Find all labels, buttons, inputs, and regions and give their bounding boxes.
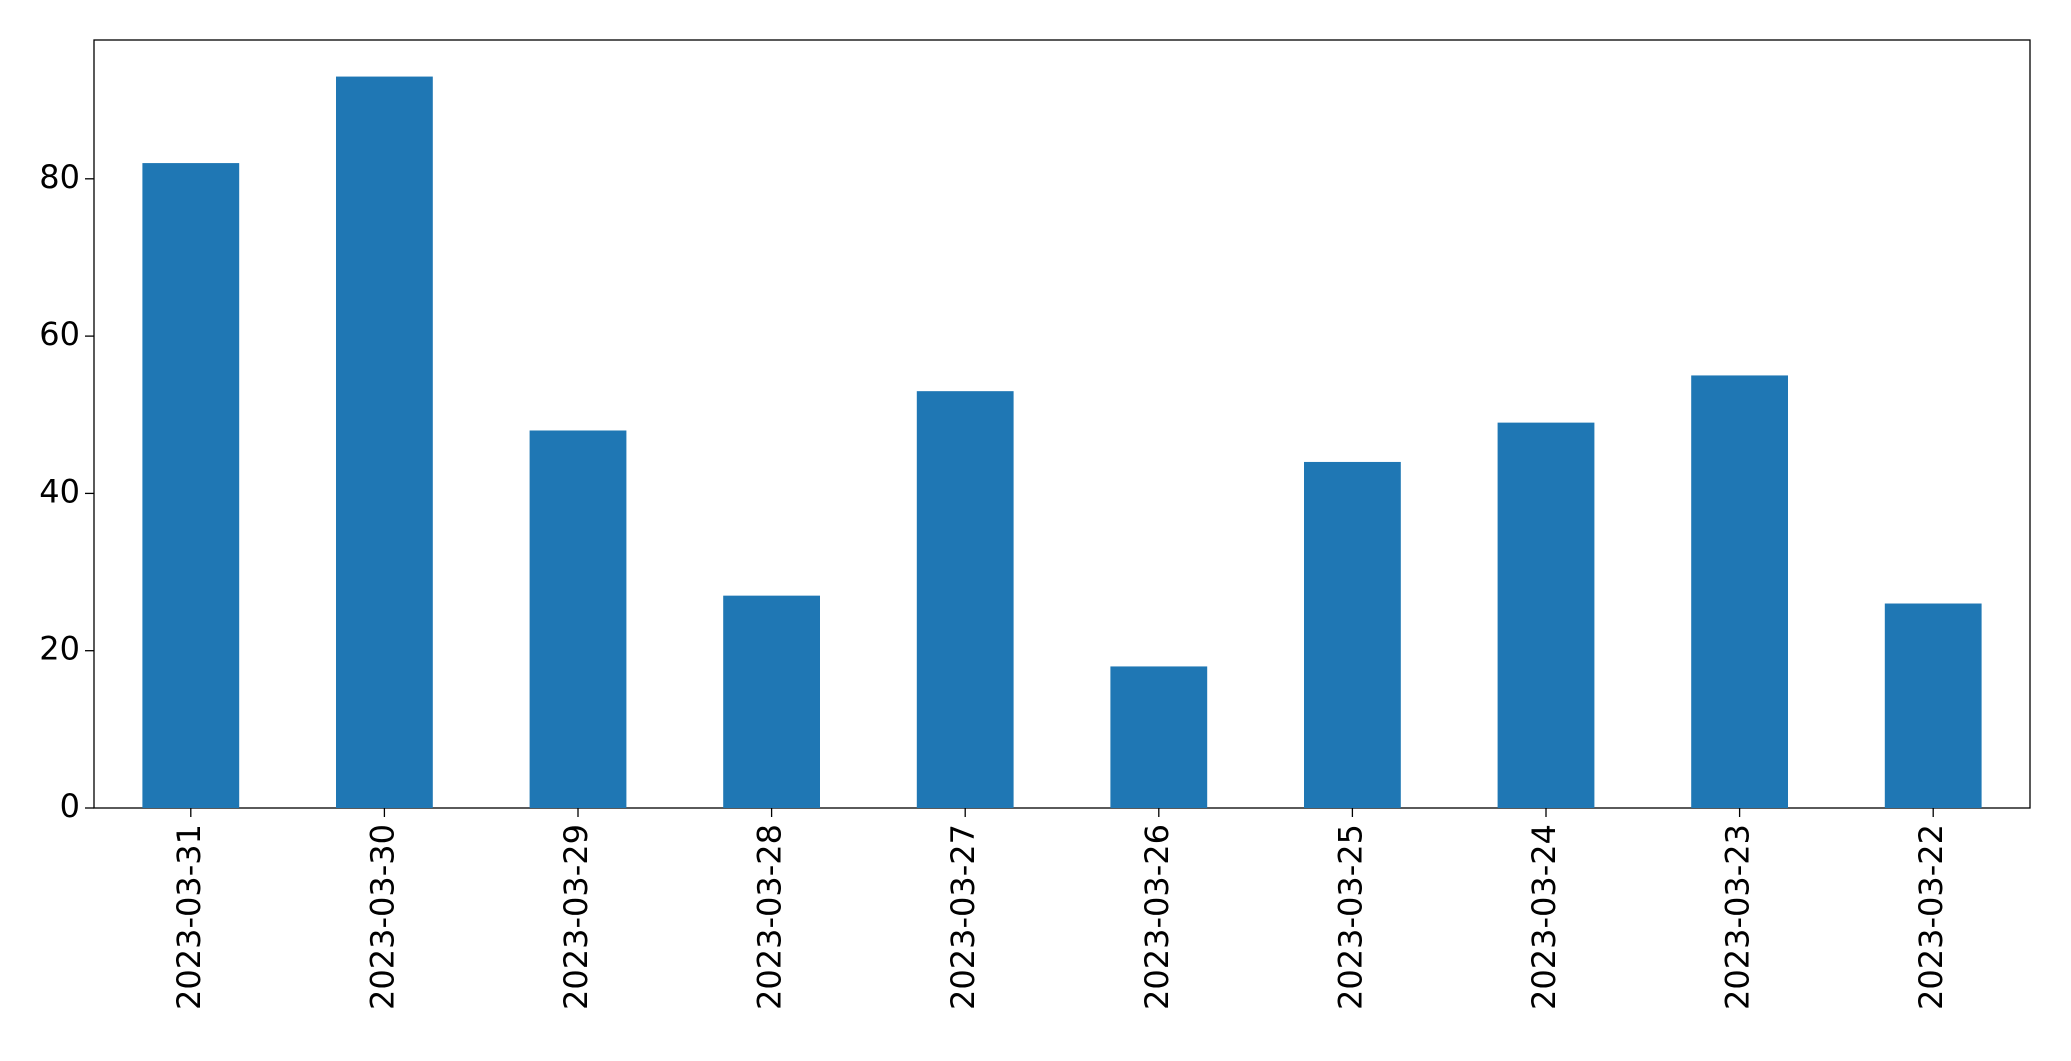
x-tick-label: 2023-03-25 [1331,824,1369,1010]
bar [1304,461,1401,808]
bar [1110,666,1208,808]
bar [723,595,820,808]
x-tick-label: 2023-03-22 [1912,824,1950,1010]
y-tick-label: 80 [39,158,80,196]
bar [142,163,240,809]
x-tick-label: 2023-03-29 [557,824,595,1010]
y-tick-label: 0 [60,787,80,825]
bar [529,430,627,808]
y-tick-label: 60 [39,315,80,353]
x-tick-label: 2023-03-23 [1719,824,1757,1010]
x-tick-label: 2023-03-31 [170,824,208,1010]
bar [336,76,433,809]
x-tick-label: 2023-03-26 [1138,824,1176,1010]
x-tick-label: 2023-03-28 [751,824,789,1010]
bar [1884,603,1982,808]
x-tick-label: 2023-03-27 [944,824,982,1010]
y-tick-label: 40 [39,472,80,510]
x-tick-label: 2023-03-30 [363,824,401,1010]
bar [916,391,1014,808]
plot-frame [93,39,2031,809]
bar [1497,422,1595,808]
bar [1691,375,1788,808]
x-tick-label: 2023-03-24 [1525,824,1563,1010]
y-tick-label: 20 [39,630,80,668]
